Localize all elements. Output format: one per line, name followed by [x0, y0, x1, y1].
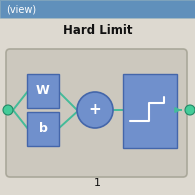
Text: Hard Limit: Hard Limit	[63, 24, 132, 36]
FancyBboxPatch shape	[27, 112, 59, 146]
Text: W: W	[36, 84, 50, 98]
Text: (view): (view)	[6, 4, 36, 14]
Text: +: +	[89, 103, 101, 118]
Circle shape	[77, 92, 113, 128]
FancyBboxPatch shape	[123, 74, 177, 148]
Text: b: b	[39, 122, 47, 136]
Circle shape	[185, 105, 195, 115]
FancyBboxPatch shape	[6, 49, 187, 177]
Bar	[0, 0, 195, 18]
FancyBboxPatch shape	[27, 74, 59, 108]
Circle shape	[3, 105, 13, 115]
Text: 1: 1	[94, 178, 101, 188]
Bar	[0, 0, 195, 18]
